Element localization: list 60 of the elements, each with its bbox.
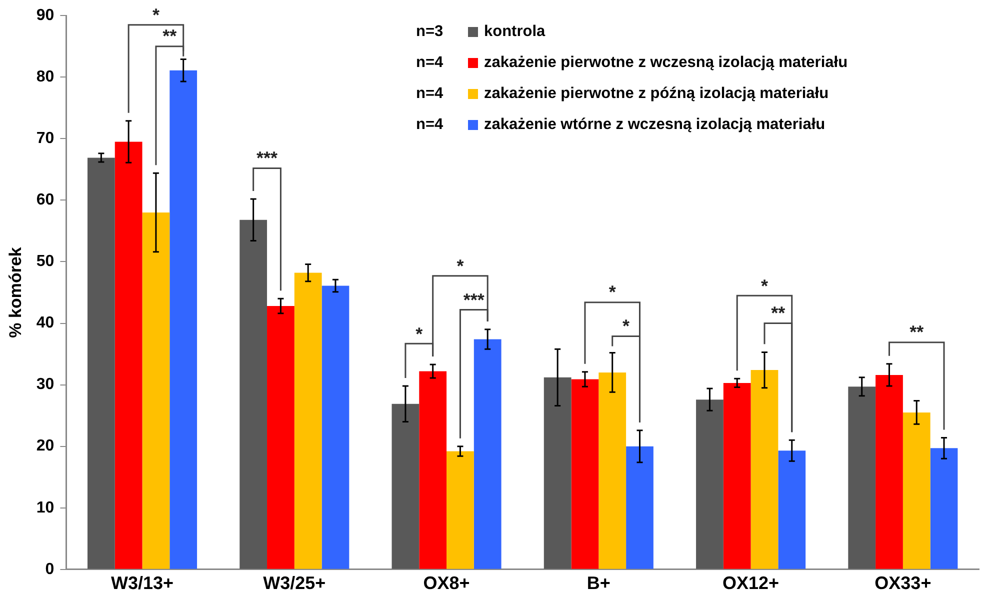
annotation: *: [414, 324, 424, 344]
bar: [930, 448, 958, 569]
bar: [392, 404, 420, 569]
annotation: **: [770, 303, 786, 324]
y-tick-label: 70: [36, 130, 54, 148]
x-tick-label: OX12+: [722, 573, 780, 594]
annotation: *: [151, 4, 160, 25]
y-tick-label: 0: [45, 560, 54, 578]
bar: [294, 272, 322, 569]
bar: [778, 450, 806, 569]
bar: [598, 372, 626, 569]
bar: [446, 451, 474, 569]
y-tick-label: 20: [36, 438, 54, 455]
bar: [474, 339, 502, 569]
bar: [87, 158, 115, 569]
annotation: **: [162, 26, 178, 46]
bar: [170, 70, 198, 569]
bar: [626, 446, 654, 569]
y-tick-label: 40: [36, 314, 54, 332]
annotation: **: [908, 322, 925, 342]
x-tick-label: OX33+: [874, 573, 932, 594]
bar: [902, 412, 930, 569]
annotation: n=4: [416, 84, 444, 102]
annotation: n=4: [416, 116, 444, 134]
bar: [876, 374, 903, 569]
y-tick-label: 80: [36, 68, 54, 86]
bar: [142, 212, 170, 569]
legend-label: zakażenie pierwotne z wczesną izolacją materiału: [484, 54, 848, 72]
x-tick-label: W3/25+: [263, 573, 326, 594]
legend-label: zakażenie wtórne z wczesną izolacją materiału: [484, 116, 826, 134]
y-tick-label: 30: [36, 376, 54, 394]
annotation: n=4: [416, 54, 444, 72]
bar: [114, 142, 142, 569]
legend-label: kontrola: [484, 22, 546, 40]
annotation: *: [760, 276, 769, 296]
x-tick-label: OX8+: [423, 573, 470, 594]
y-tick-label: 10: [36, 499, 54, 516]
x-tick-label: W3/13+: [110, 573, 174, 594]
bar: [723, 382, 751, 569]
y-tick-label: 90: [36, 7, 54, 24]
annotation: *: [622, 316, 631, 336]
bar: [848, 386, 876, 569]
bar: [544, 377, 572, 569]
bar: [267, 306, 294, 569]
x-tick-label: B+: [586, 573, 610, 594]
bar: [419, 371, 447, 569]
legend-label: zakażenie pierwotne z późną izolacją materiału: [484, 84, 829, 102]
annotation: *: [608, 282, 617, 302]
annotation: ***: [462, 290, 486, 310]
y-tick-label: 60: [36, 192, 54, 209]
bar: [240, 220, 268, 569]
bar: [322, 286, 350, 569]
bar: [571, 379, 599, 569]
annotation: *: [456, 256, 465, 276]
y-axis-title: % komórek: [6, 246, 25, 338]
bar: [750, 370, 778, 569]
y-tick-label: 50: [36, 253, 54, 270]
annotation: ***: [255, 148, 278, 168]
bar: [696, 400, 724, 569]
annotation: n=3: [416, 22, 444, 40]
